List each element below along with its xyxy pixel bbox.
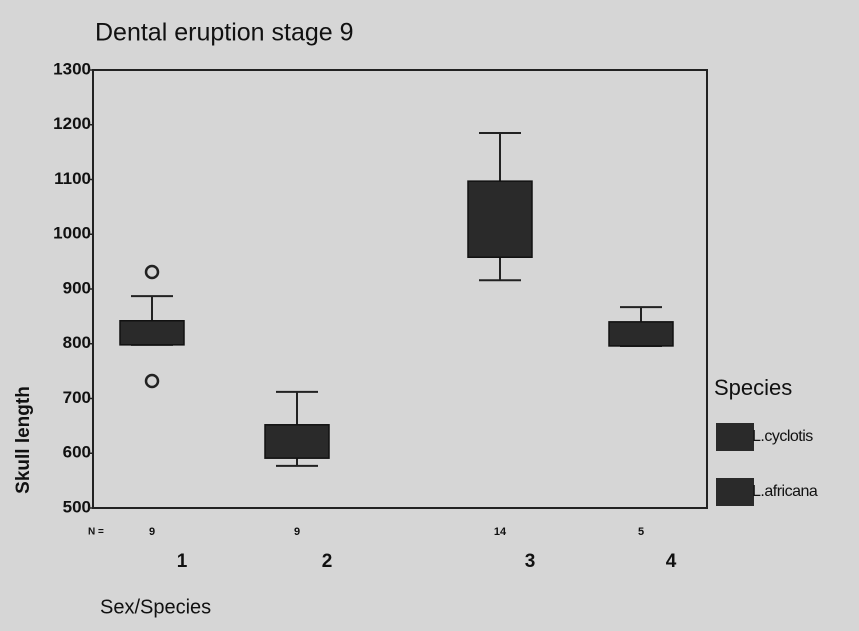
y-tick-label: 800 [63, 333, 91, 352]
n-label: N = [88, 527, 104, 538]
legend-swatch [716, 478, 754, 506]
y-tick-label: 500 [63, 497, 91, 516]
y-tick-label: 1100 [54, 169, 91, 188]
n-value: 9 [294, 526, 300, 538]
y-tick-label: 700 [63, 388, 91, 407]
box [119, 320, 185, 346]
x-tick-label: 3 [525, 551, 536, 572]
y-tick-label: 900 [63, 278, 91, 297]
x-tick-label: 4 [666, 551, 677, 572]
outlier [144, 264, 160, 280]
x-axis-label: Sex/Species [100, 596, 211, 618]
box [264, 424, 330, 459]
n-value: 9 [149, 526, 155, 538]
y-axis-label: Skull length [13, 386, 34, 494]
y-tick-label: 1200 [53, 114, 91, 133]
n-value: 5 [638, 526, 644, 538]
legend-swatch [716, 423, 754, 451]
n-value: 14 [494, 526, 507, 538]
box [467, 180, 533, 258]
y-tick-label: 1300 [53, 59, 91, 78]
legend-title: Species [714, 375, 792, 400]
x-tick-label: 1 [177, 551, 188, 572]
outlier [144, 373, 160, 389]
y-tick-label: 1000 [53, 224, 91, 243]
y-tick-label: 600 [63, 443, 91, 462]
box [608, 321, 674, 347]
chart-title: Dental eruption stage 9 [95, 19, 354, 47]
x-tick-label: 2 [322, 551, 333, 572]
legend-label: L.cyclotis [752, 428, 813, 445]
legend-label: L.africana [752, 483, 818, 500]
